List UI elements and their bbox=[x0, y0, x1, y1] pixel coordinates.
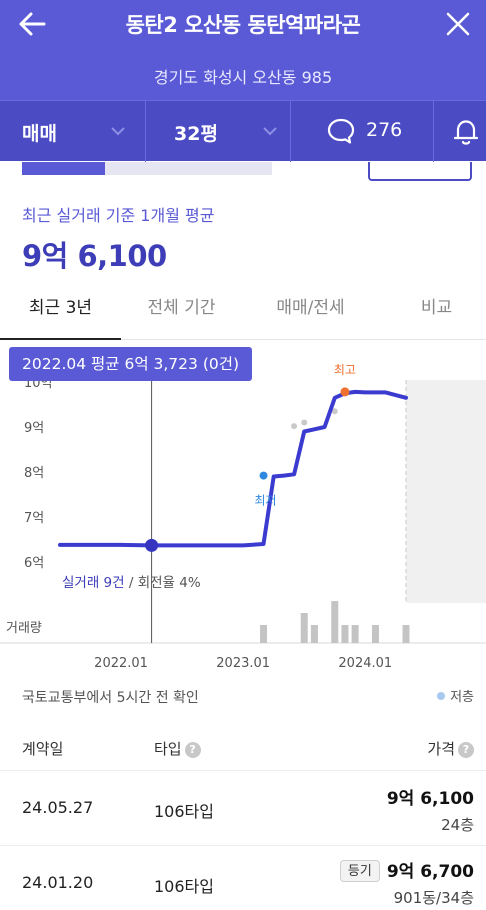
avg-price-value: 9억 6,100 bbox=[22, 239, 167, 273]
scatter-point bbox=[291, 423, 298, 430]
filter-bar: 매매 32평 276 bbox=[0, 100, 486, 162]
cursor-dot bbox=[145, 538, 159, 552]
data-source: 국토교통부에서 5시간 전 확인 bbox=[22, 690, 199, 706]
tab-all-period[interactable]: 전체 기간 bbox=[147, 298, 216, 318]
chart-tooltip: 2022.04 평균 6억 3,723 (0건) bbox=[9, 347, 253, 381]
bell-icon bbox=[453, 120, 479, 145]
tab-compare[interactable]: 비교 bbox=[420, 298, 453, 318]
divider bbox=[0, 845, 486, 846]
comments-button[interactable]: 276 bbox=[291, 101, 434, 162]
column-type[interactable]: 타입? bbox=[154, 738, 201, 759]
row-price-wrap: 등기 9억 6,700 bbox=[339, 857, 474, 882]
y-tick-label: 8억 bbox=[24, 466, 44, 481]
volume-bar bbox=[300, 613, 308, 643]
avg-price-label: 최근 실거래 기준 1개월 평균 bbox=[22, 206, 215, 225]
column-price[interactable]: 가격? bbox=[427, 738, 474, 759]
price-line bbox=[58, 389, 408, 548]
legend-label: 저층 bbox=[450, 690, 474, 705]
volume-bar bbox=[341, 625, 349, 643]
arrow-left-icon bbox=[19, 12, 46, 36]
chart-stats: 실거래 9건 / 회전율 4% bbox=[62, 571, 201, 591]
question-circle-icon[interactable]: ? bbox=[184, 742, 201, 758]
alarm-button[interactable] bbox=[434, 101, 486, 162]
volume-bar bbox=[331, 601, 339, 643]
row-date: 24.01.20 bbox=[22, 873, 94, 892]
period-tabs: 최근 3년 전체 기간 매매/전세 비교 bbox=[0, 284, 486, 340]
volume-bar bbox=[351, 625, 359, 643]
progress-fill bbox=[22, 162, 105, 175]
y-tick-label: 7억 bbox=[24, 511, 44, 526]
column-type-label: 타입 bbox=[154, 740, 182, 758]
legend-low-floor: 저층 bbox=[437, 686, 474, 705]
legend-dot bbox=[437, 692, 446, 700]
registered-badge: 등기 bbox=[339, 860, 380, 882]
max-label: 최고 bbox=[334, 363, 356, 377]
price-chart[interactable]: 10억 9억 8억 7억 6억 최고 최저 2022.01 2023.01 2024.01 bbox=[0, 341, 486, 686]
complex-address: 경기도 화성시 오산동 985 bbox=[153, 68, 333, 87]
volume-bar bbox=[260, 625, 268, 643]
scatter-point bbox=[301, 419, 308, 426]
volume-bar bbox=[310, 625, 318, 643]
question-circle-icon[interactable]: ? bbox=[458, 742, 474, 758]
chevron-down-icon bbox=[111, 127, 125, 136]
divider bbox=[0, 770, 486, 771]
row-floor: 24층 bbox=[441, 816, 474, 834]
row-floor: 901동/34층 bbox=[393, 889, 474, 907]
column-date: 계약일 bbox=[22, 740, 64, 758]
back-button[interactable] bbox=[14, 6, 54, 42]
tab-recent-3y[interactable]: 최근 3년 bbox=[0, 284, 121, 340]
column-price-label: 가격 bbox=[427, 740, 455, 758]
deal-count: 실거래 9건 bbox=[62, 575, 125, 591]
row-type: 106타입 bbox=[154, 802, 214, 821]
min-label: 최저 bbox=[254, 494, 276, 508]
deal-type-label: 매매 bbox=[22, 123, 57, 145]
close-icon bbox=[446, 12, 470, 36]
volume-bar bbox=[371, 625, 379, 643]
progress-bar bbox=[22, 162, 272, 175]
y-tick-label: 9억 bbox=[24, 421, 44, 436]
turnover-rate: / 회전율 4% bbox=[128, 575, 201, 591]
y-tick-label: 6억 bbox=[24, 556, 44, 571]
row-date: 24.05.27 bbox=[22, 798, 94, 817]
x-tick-label: 2024.01 bbox=[338, 656, 392, 671]
row-price: 9억 6,100 bbox=[386, 789, 474, 809]
tab-sale-jeonse[interactable]: 매매/전세 bbox=[276, 298, 345, 318]
size-label: 32평 bbox=[174, 123, 218, 145]
complex-title: 동탄2 오산동 동탄역파라곤 bbox=[125, 13, 361, 37]
deal-type-select[interactable]: 매매 bbox=[0, 101, 146, 162]
max-point bbox=[340, 387, 350, 397]
close-button[interactable] bbox=[438, 6, 478, 42]
volume-label: 거래량 bbox=[6, 621, 42, 636]
volume-bar bbox=[402, 625, 410, 643]
future-region bbox=[406, 380, 486, 603]
top-header: 동탄2 오산동 동탄역파라곤 경기도 화성시 오산동 985 bbox=[0, 0, 486, 100]
comment-count: 276 bbox=[366, 119, 403, 141]
row-type: 106타입 bbox=[154, 877, 214, 896]
x-tick-label: 2023.01 bbox=[216, 656, 270, 671]
size-select[interactable]: 32평 bbox=[146, 101, 291, 162]
row-price: 9억 6,700 bbox=[386, 862, 474, 882]
chat-bubble-icon bbox=[327, 118, 355, 144]
chevron-down-icon bbox=[263, 127, 277, 136]
min-point bbox=[259, 471, 268, 480]
x-tick-label: 2022.01 bbox=[94, 656, 148, 671]
scatter-point bbox=[331, 408, 338, 415]
top-action-box[interactable] bbox=[368, 162, 472, 181]
